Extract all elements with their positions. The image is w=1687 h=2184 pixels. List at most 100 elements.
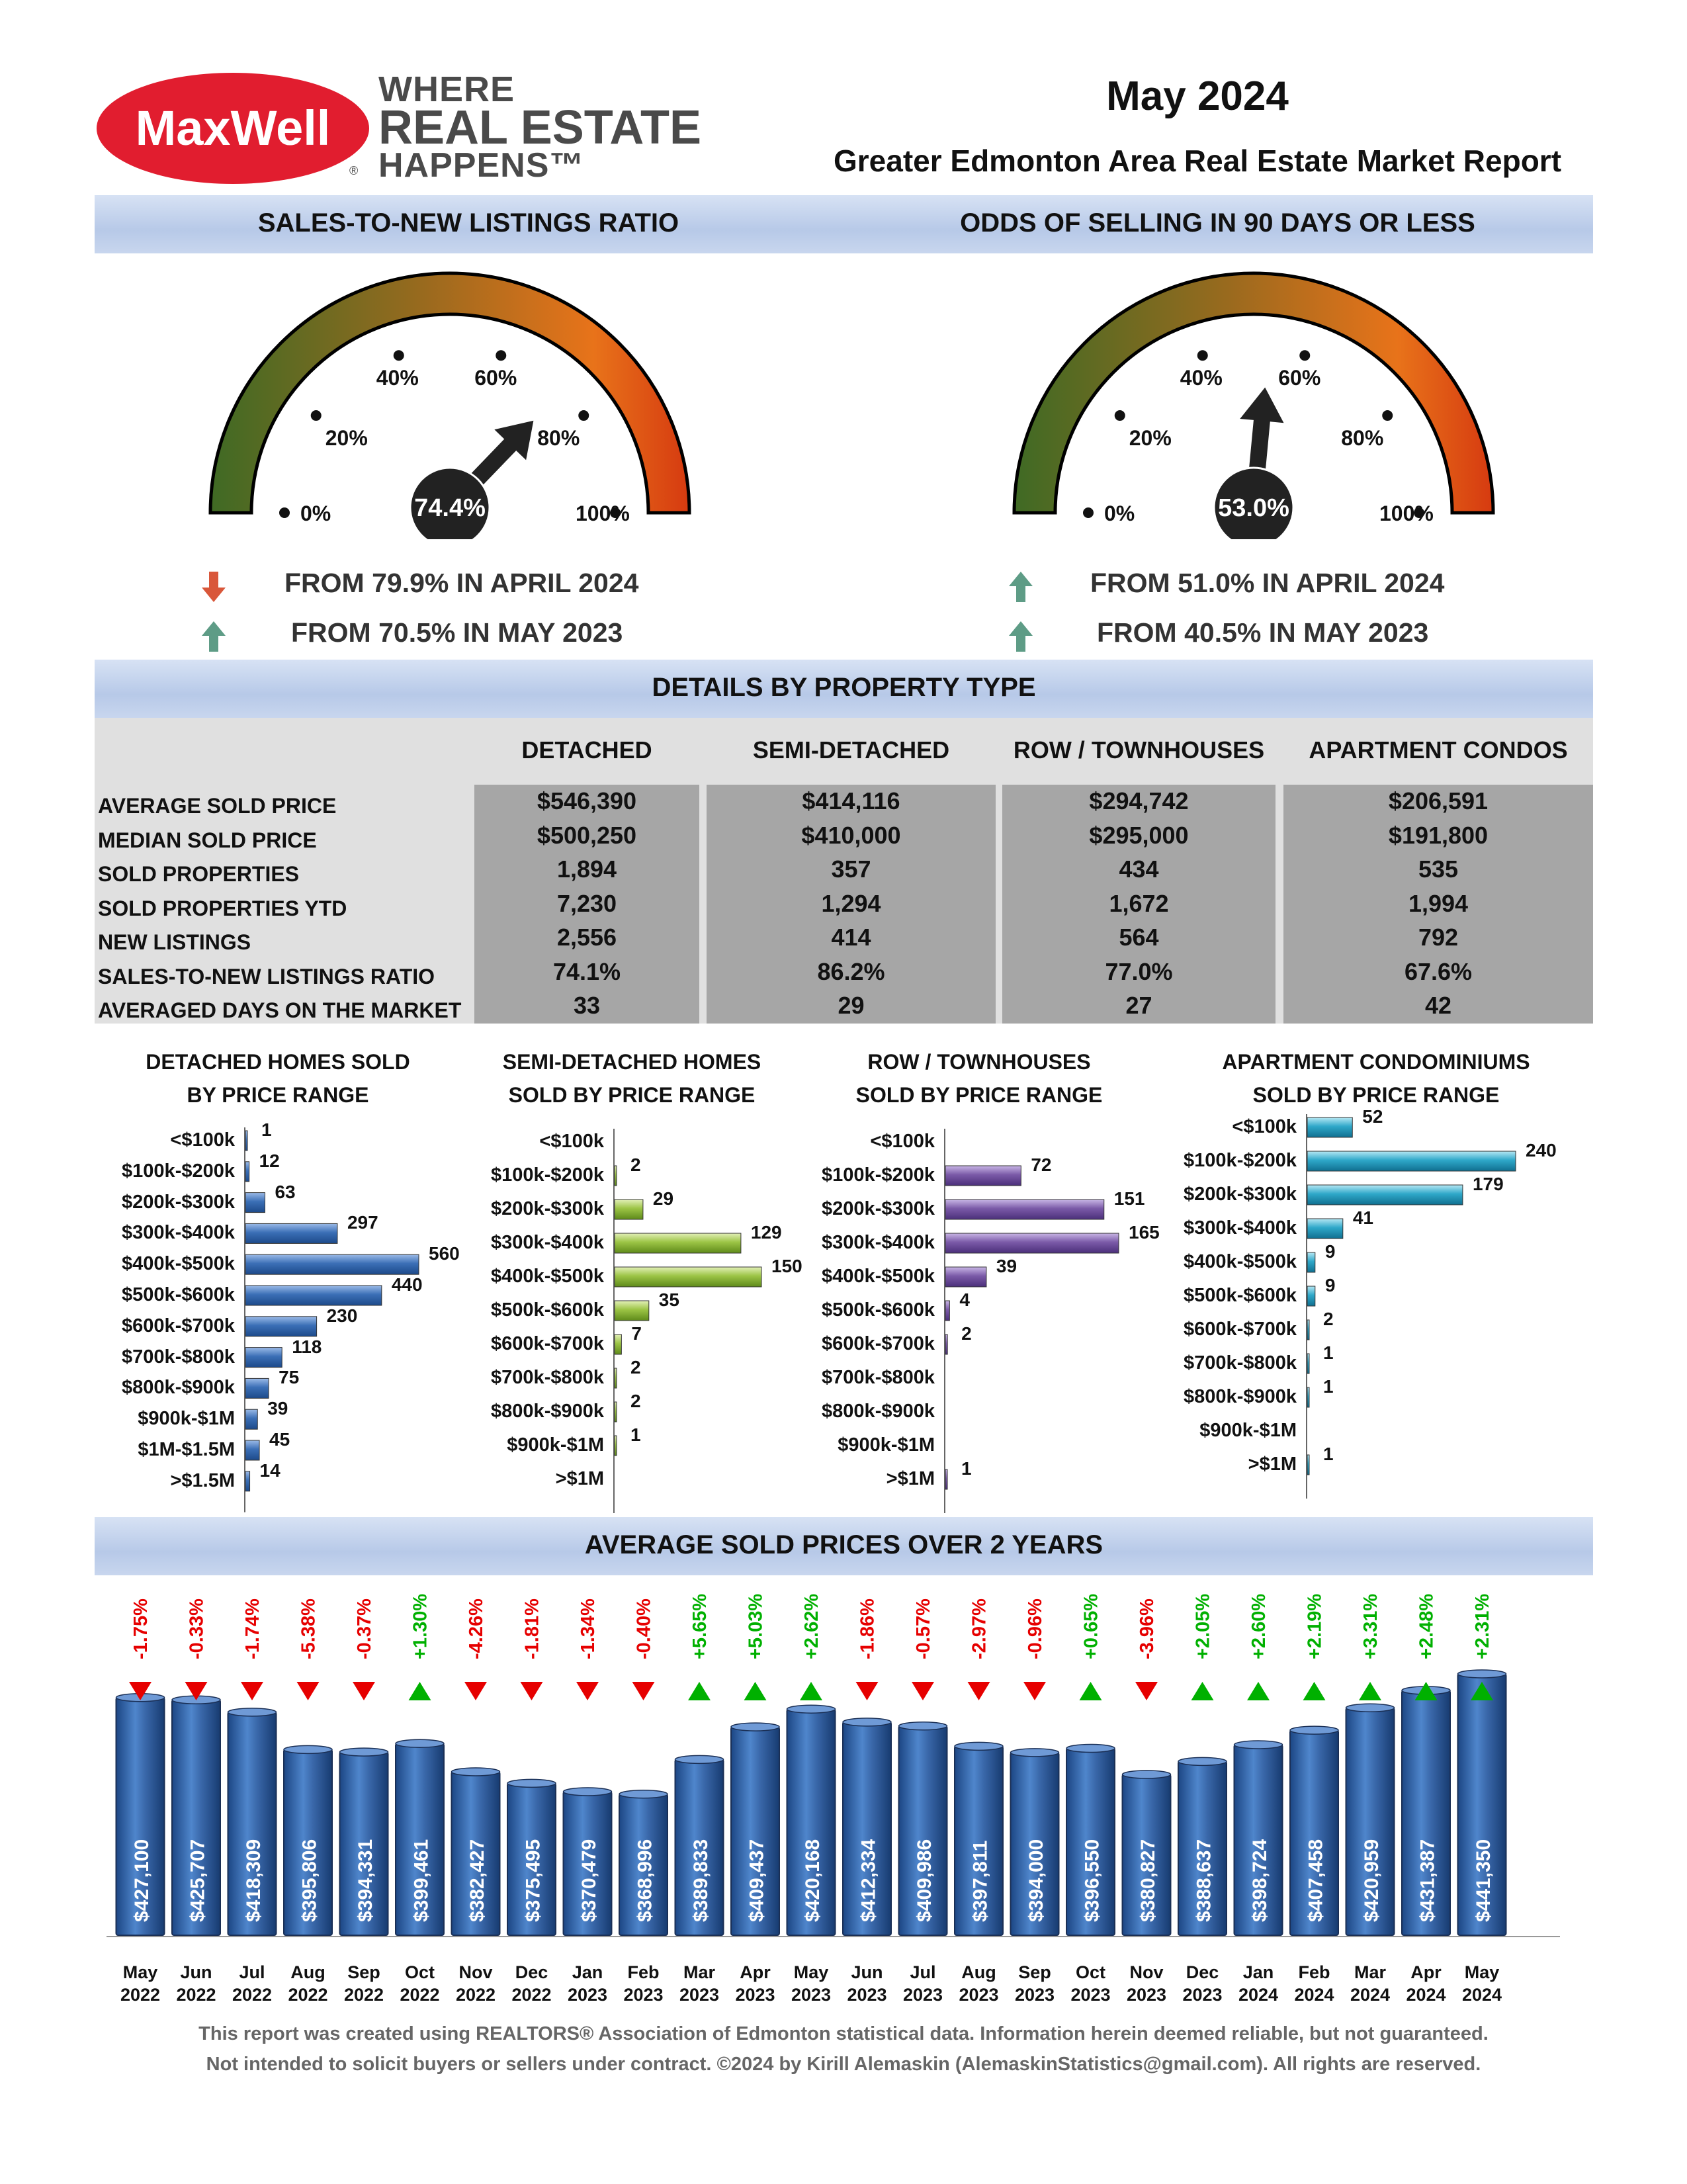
avg-price-change-label: +2.48% xyxy=(1416,1594,1438,1659)
price-range-label: $900k-$1M xyxy=(838,1434,935,1456)
histogram-bar xyxy=(945,1199,1105,1220)
histogram-bar xyxy=(1307,1218,1344,1239)
avg-price-bar-cap xyxy=(227,1708,277,1717)
histogram-bar xyxy=(614,1199,644,1220)
table-cell: 86.2% xyxy=(817,957,885,985)
table-cell: 792 xyxy=(1418,924,1459,951)
histogram-value-label: 118 xyxy=(292,1336,322,1357)
price-range-label: $100k-$200k xyxy=(122,1160,235,1182)
histogram-value-label: 45 xyxy=(269,1429,290,1450)
price-range-label: >$1M xyxy=(555,1468,604,1489)
triangle-up-icon xyxy=(1414,1682,1438,1700)
avg-price-value-label: $396,550 xyxy=(1082,1839,1103,1922)
footer-line-2: Not intended to solicit buyers or seller… xyxy=(206,2054,1481,2075)
avg-price-bar-cap xyxy=(1233,1740,1283,1749)
histogram-bar xyxy=(1307,1252,1316,1273)
price-range-label: <$100k xyxy=(1232,1116,1297,1137)
row-label: SOLD PROPERTIES xyxy=(98,862,300,886)
price-range-label: $700k-$800k xyxy=(122,1346,235,1368)
histogram-bar xyxy=(245,1347,282,1368)
histogram-bar xyxy=(945,1469,948,1490)
gauge-tick-label: 40% xyxy=(376,366,419,390)
avg-price-change-label: -1.74% xyxy=(242,1598,263,1659)
price-range-label: $200k-$300k xyxy=(491,1198,604,1219)
tagline-line-1: WHERE xyxy=(378,69,515,109)
histogram-value-label: 63 xyxy=(275,1181,296,1202)
gauge-tick-label: 80% xyxy=(537,426,580,450)
avg-month-label: Jan xyxy=(572,1962,603,1982)
avg-price-change-label: +2.05% xyxy=(1193,1594,1214,1659)
avg-price-change-label: +2.60% xyxy=(1248,1594,1270,1659)
histogram-bar xyxy=(245,1223,338,1244)
table-cell: 67.6% xyxy=(1404,957,1473,985)
price-range-label: $400k-$500k xyxy=(122,1253,235,1275)
triangle-down-icon xyxy=(464,1682,487,1700)
avg-price-value-label: $441,350 xyxy=(1473,1839,1494,1922)
histogram-bar xyxy=(614,1300,650,1321)
avg-month-label: May xyxy=(794,1962,829,1982)
avg-month-label: Jul xyxy=(239,1962,265,1982)
histogram-value-label: 165 xyxy=(1129,1222,1160,1243)
avg-year-label: 2024 xyxy=(1294,1985,1334,2005)
footer-line-1: This report was created using REALTORS® … xyxy=(198,2023,1489,2044)
triangle-up-icon xyxy=(1191,1682,1214,1700)
histogram-bar xyxy=(245,1254,419,1275)
gauge-hub xyxy=(1213,466,1295,539)
gauge-tick-dot xyxy=(610,507,621,518)
histogram-bars xyxy=(1306,1114,1516,1499)
avg-month-label: Mar xyxy=(1354,1962,1387,1982)
gauge1-change-year: FROM 70.5% IN MAY 2023 xyxy=(291,617,623,648)
avg-price-value-label: $375,495 xyxy=(523,1839,544,1922)
avg-price-change-label: -1.75% xyxy=(130,1598,151,1659)
avg-price-bar-cap xyxy=(507,1778,556,1788)
avg-year-label: 2023 xyxy=(1182,1985,1222,2005)
avg-price-value-label: $397,811 xyxy=(970,1841,992,1922)
histogram-bars xyxy=(244,1127,419,1512)
col-head-detached: DETACHED xyxy=(521,736,652,764)
avg-price-change-label: -5.38% xyxy=(298,1598,320,1659)
histogram-bar xyxy=(1307,1387,1310,1408)
table-cell: 27 xyxy=(1125,992,1152,1019)
avg-price-change-label: +5.65% xyxy=(689,1594,711,1659)
histogram-value-label: 41 xyxy=(1352,1207,1373,1228)
triangle-up-icon xyxy=(408,1682,431,1700)
report-month: May 2024 xyxy=(1106,73,1289,119)
tagline-line-2: REAL ESTATE xyxy=(378,101,702,154)
avg-month-label: Aug xyxy=(290,1962,325,1982)
avg-price-change-label: -0.33% xyxy=(187,1598,208,1659)
triangle-down-icon xyxy=(1135,1682,1158,1700)
histogram-bar xyxy=(614,1435,617,1456)
col-head-apt: APARTMENT CONDOS xyxy=(1309,736,1568,764)
avg-title: AVERAGE SOLD PRICES OVER 2 YEARS xyxy=(584,1530,1103,1559)
gauge-tick-dot xyxy=(1114,410,1125,421)
price-range-label: $500k-$600k xyxy=(1184,1285,1297,1306)
avg-price-value-label: $399,461 xyxy=(411,1839,433,1922)
price-range-label: $500k-$600k xyxy=(491,1299,604,1321)
avg-price-bar-cap xyxy=(842,1718,892,1727)
avg-price-value-label: $395,806 xyxy=(299,1839,321,1922)
avg-year-label: 2023 xyxy=(1015,1985,1055,2005)
avg-price-bar-cap xyxy=(562,1787,613,1796)
histogram-bar xyxy=(1307,1151,1516,1172)
price-range-label: $100k-$200k xyxy=(1184,1150,1297,1171)
gauge-tick-label: 100% xyxy=(576,502,630,525)
triangle-up-icon xyxy=(1471,1682,1493,1700)
avg-price-value-label: $427,100 xyxy=(131,1839,153,1922)
price-range-label: $900k-$1M xyxy=(138,1408,235,1430)
gauge-tick-dot xyxy=(496,350,507,361)
price-range-label: $400k-$500k xyxy=(822,1266,935,1287)
tagline-line-3: HAPPENS™ xyxy=(378,146,585,185)
triangle-up-icon xyxy=(1247,1682,1270,1700)
price-range-label: <$100k xyxy=(170,1129,235,1151)
histogram-bar xyxy=(614,1401,617,1422)
histogram-bars xyxy=(944,1129,1119,1513)
table-cell: 29 xyxy=(838,992,865,1019)
price-range-label: $1M-$1.5M xyxy=(138,1439,235,1460)
avg-month-label: May xyxy=(1465,1962,1500,1982)
table-cell: 357 xyxy=(831,855,871,883)
avg-month-label: Sep xyxy=(347,1962,380,1982)
gauge-tick-label: 0% xyxy=(1104,502,1135,525)
avg-price-change-label: -1.34% xyxy=(578,1598,599,1659)
price-range-label: $400k-$500k xyxy=(491,1266,604,1287)
histogram-value-label: 440 xyxy=(391,1274,423,1295)
